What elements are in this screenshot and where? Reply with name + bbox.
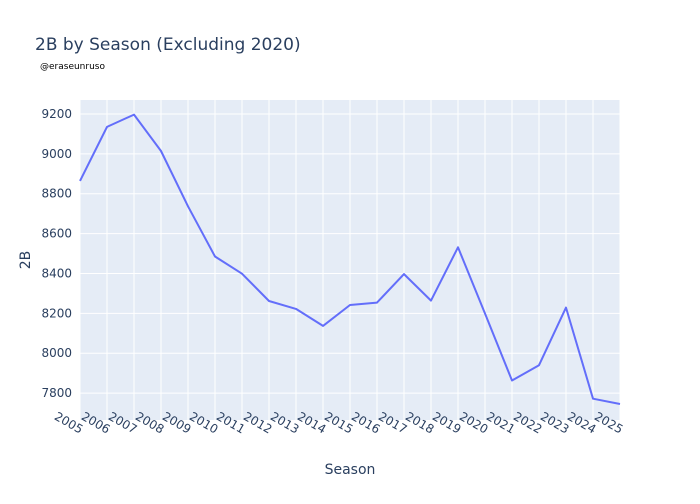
y-tick-label: 8600	[41, 227, 72, 241]
y-tick-label: 8800	[41, 187, 72, 201]
x-axis-title: Season	[325, 462, 376, 478]
y-tick-label: 9200	[41, 107, 72, 121]
grid-lines	[79, 100, 621, 420]
chart-title: 2B by Season (Excluding 2020)	[35, 35, 301, 55]
y-tick-label: 8400	[41, 266, 72, 280]
y-tick-label: 8000	[41, 346, 72, 360]
chart-subtitle: @eraseunruso	[40, 62, 105, 72]
series-layer	[79, 113, 621, 405]
y-axis-title: 2B	[18, 251, 34, 270]
y-tick-label: 8200	[41, 306, 72, 320]
series-line	[79, 113, 621, 405]
y-tick-label: 9000	[41, 147, 72, 161]
y-tick-label: 7800	[41, 386, 72, 400]
y-axis-ticks: 7800 8000 8200 8400 8600 8800 9000 9200	[41, 107, 72, 400]
